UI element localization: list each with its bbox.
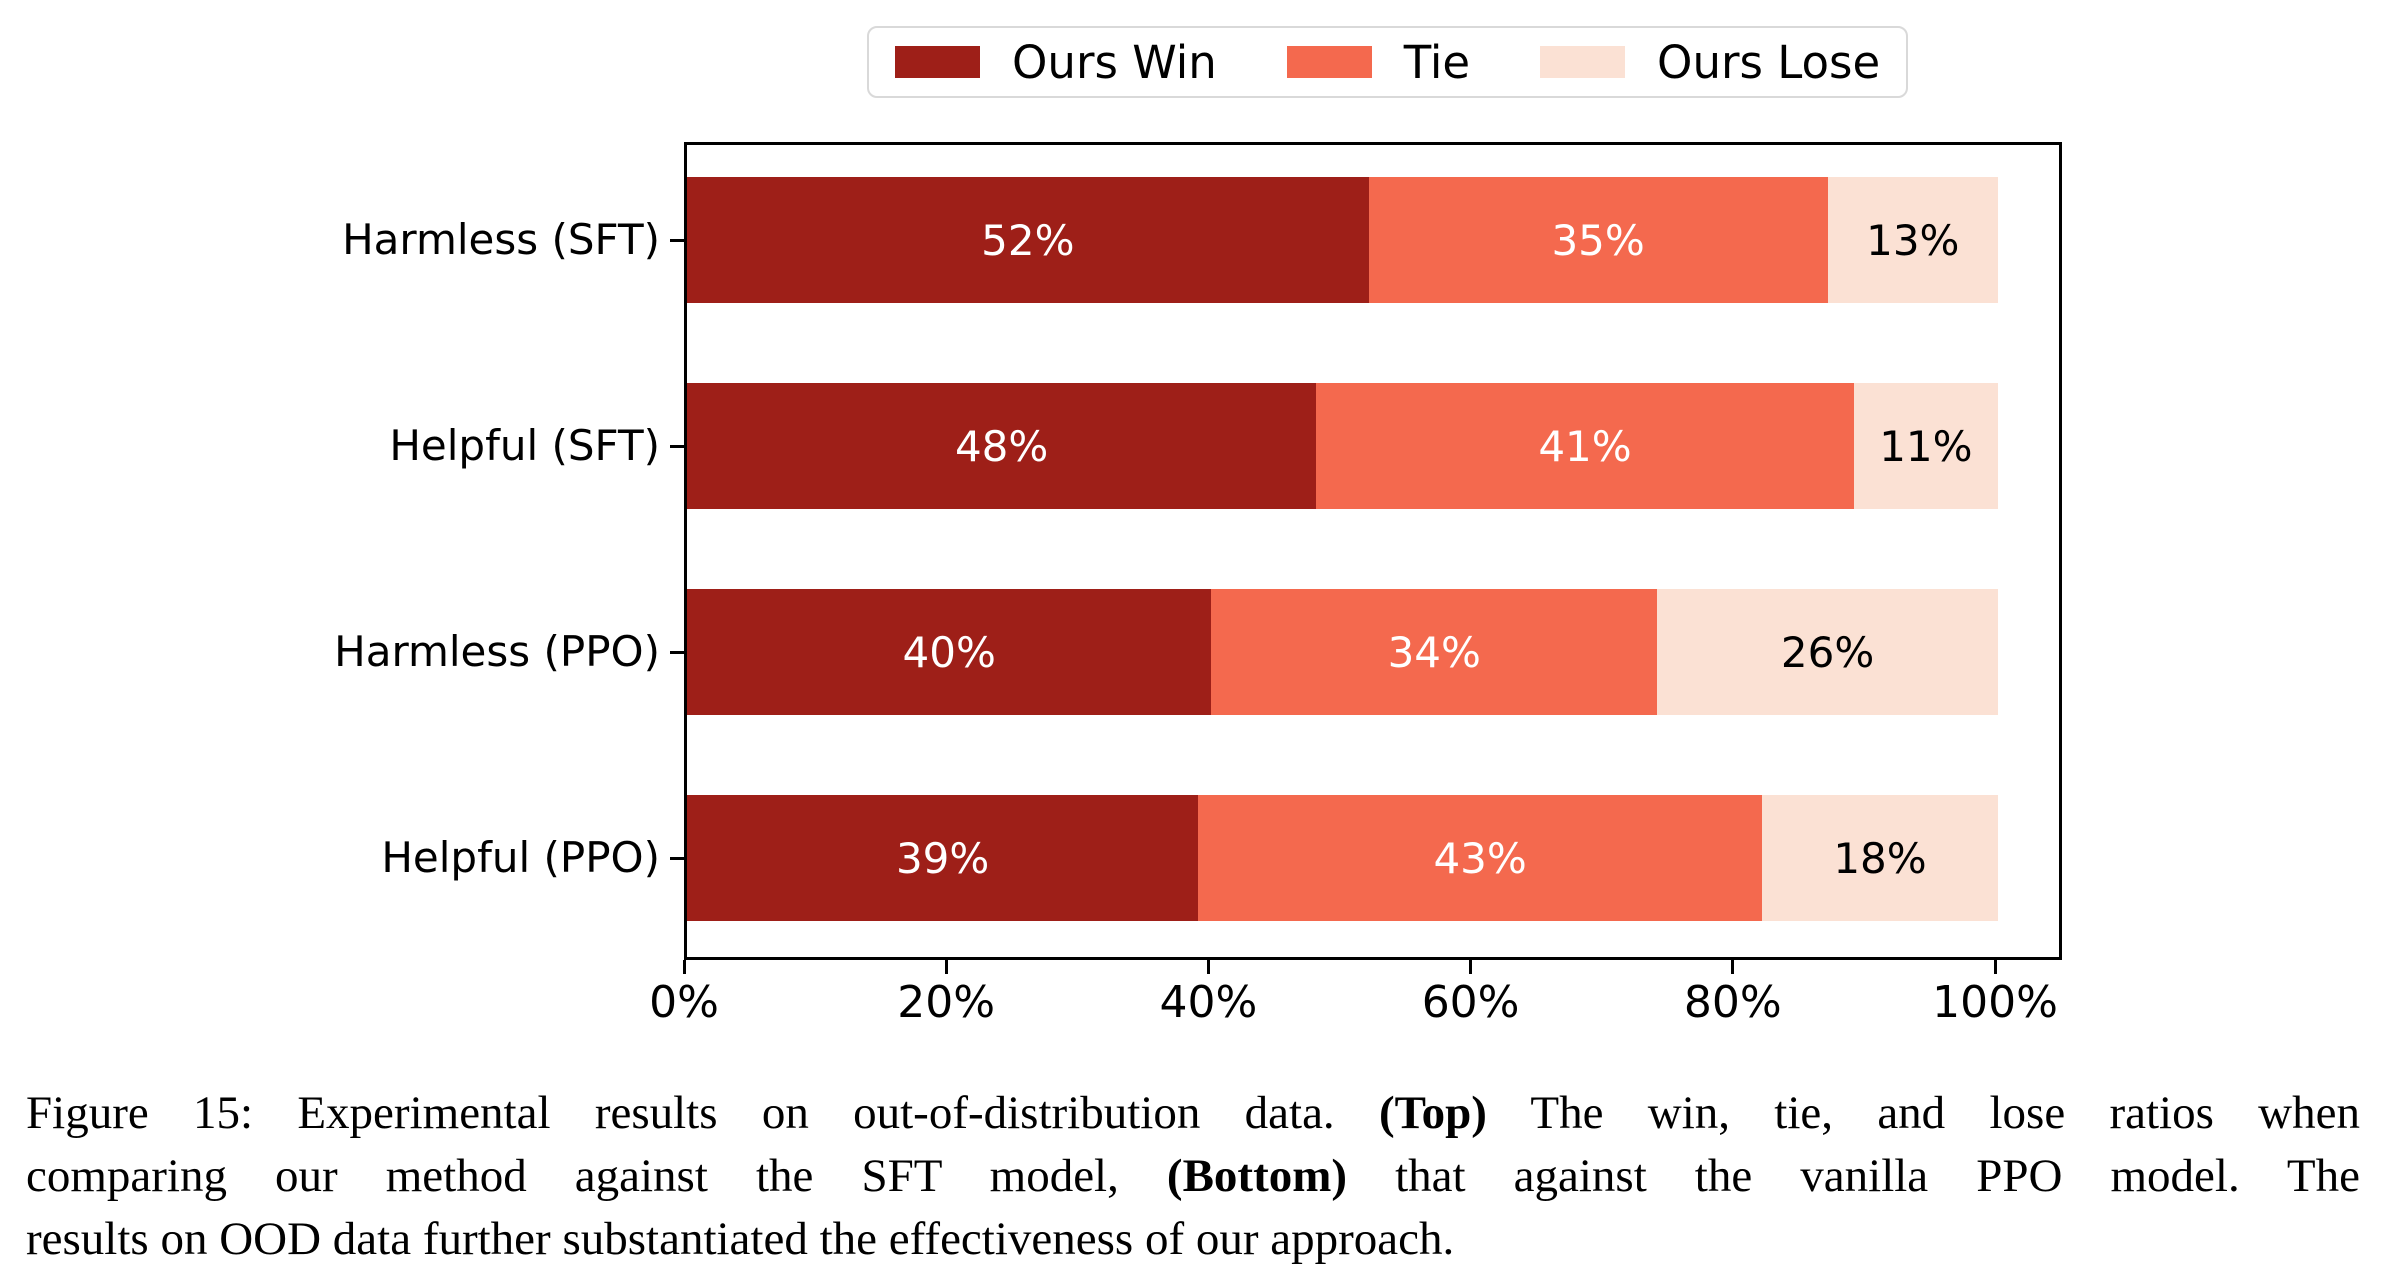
caption-line-1: Figure 15: Experimental results on out-o… [26,1082,2360,1145]
bar-segment-ours-win: 52% [687,177,1369,303]
bar-value-label: 35% [1551,215,1645,265]
legend-entry-tie: Tie [1286,35,1471,89]
y-tick-mark [670,444,684,448]
y-tick-mark [670,856,684,860]
x-tick-mark [1731,960,1735,974]
bar-row-helpful-ppo: 39% 43% 18% [687,795,1998,921]
figure-caption: Figure 15: Experimental results on out-o… [26,1082,2360,1271]
bar-row-harmless-ppo: 40% 34% 26% [687,589,1998,715]
bar-segment-tie: 35% [1368,177,1828,303]
bar-segment-tie: 41% [1316,383,1854,509]
x-tick-mark [1469,960,1473,974]
x-tick-label-100: 100% [1932,977,2058,1028]
x-tick-mark [1993,960,1997,974]
caption-segment: The win, tie, and lose ratios when [1486,1087,2360,1139]
x-tick-mark [1206,960,1210,974]
bar-value-label: 39% [895,833,990,883]
legend-label: Ours Win [1012,35,1217,89]
bar-segment-ours-lose: 26% [1657,589,1998,715]
x-tick-mark [682,960,686,974]
y-tick-label-helpful-ppo: Helpful (PPO) [381,833,660,882]
caption-line-3: results on OOD data further substantiate… [26,1208,2360,1271]
legend-label: Ours Lose [1657,35,1881,89]
y-tick-mark [670,650,684,654]
bar-value-label: 34% [1387,627,1481,677]
bar-segment-tie: 34% [1211,589,1658,715]
legend-label: Tie [1403,35,1471,89]
bar-value-label: 43% [1433,833,1527,883]
bar-value-label: 18% [1833,833,1927,883]
bar-value-label: 11% [1879,421,1973,471]
caption-segment: results on OOD data further substantiate… [26,1213,1455,1265]
bar-segment-ours-lose: 18% [1762,795,1998,921]
ours-lose-swatch-icon [1540,46,1626,78]
bar-segment-ours-lose: 13% [1827,177,1998,303]
bar-segment-ours-win: 39% [687,795,1199,921]
x-tick-label-20: 20% [897,977,996,1028]
bar-segment-ours-win: 48% [687,383,1317,509]
legend-entry-ours-win: Ours Win [895,40,1217,85]
caption-segment: that against the vanilla PPO model. The [1347,1150,2361,1202]
bar-segment-tie: 43% [1198,795,1762,921]
bar-value-label: 40% [902,627,996,677]
x-tick-label-80: 80% [1683,977,1782,1028]
x-tick-label-0: 0% [649,977,719,1028]
caption-segment: comparing our method against the SFT mod… [26,1150,1167,1202]
x-tick-mark [944,960,948,974]
caption-line-2: comparing our method against the SFT mod… [26,1145,2360,1208]
bar-value-label: 52% [981,215,1075,265]
ours-win-swatch-icon [895,46,980,78]
bar-row-harmless-sft: 52% 35% 13% [687,177,1998,303]
y-tick-mark [670,238,684,242]
caption-bold-segment: (Top) [1378,1087,1487,1139]
bar-value-label: 26% [1780,627,1875,677]
bar-row-helpful-sft: 48% 41% 11% [687,383,1998,509]
x-tick-label-40: 40% [1159,977,1258,1028]
plot-area: 52% 35% 13% 48% 41% 11% 40% 34% 26% 39% 43% 18% [684,142,2062,960]
bar-value-label: 41% [1538,421,1632,471]
tie-swatch-icon [1286,46,1372,78]
bar-value-label: 48% [954,421,1049,471]
bar-segment-ours-lose: 11% [1853,383,1998,509]
caption-segment: Figure 15: Experimental results on out-o… [26,1087,1379,1139]
chart-legend: Ours Win Tie Ours Lose [867,26,1909,98]
y-tick-label-harmless-sft: Harmless (SFT) [342,215,660,264]
caption-bold-segment: (Bottom) [1166,1150,1348,1202]
y-tick-label-helpful-sft: Helpful (SFT) [389,421,660,470]
bar-value-label: 13% [1866,215,1960,265]
x-tick-label-60: 60% [1421,977,1520,1028]
y-tick-label-harmless-ppo: Harmless (PPO) [334,627,660,676]
legend-entry-ours-lose: Ours Lose [1540,40,1880,85]
bar-segment-ours-win: 40% [687,589,1212,715]
